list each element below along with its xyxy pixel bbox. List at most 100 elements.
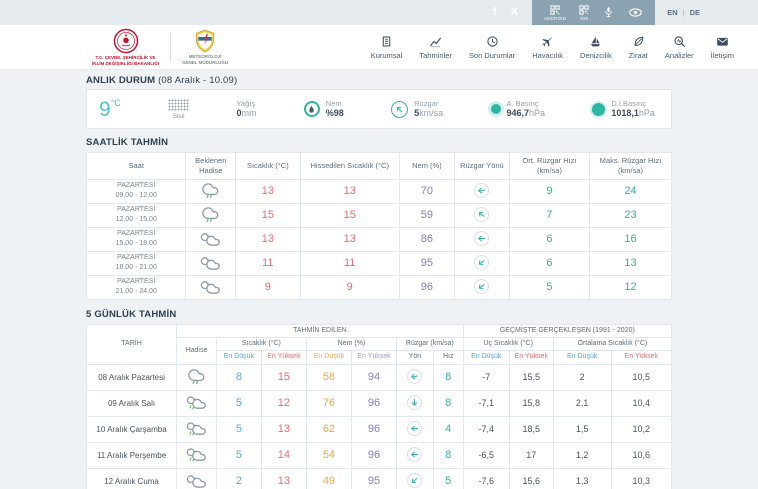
android-app-label: ANDROID — [544, 15, 567, 21]
facebook-icon[interactable]: f — [493, 6, 497, 18]
hourly-max-wind: 24 — [589, 178, 672, 204]
hourly-avg-wind: 6 — [508, 250, 591, 276]
daily-row: 12 Aralık Cuma 2 13 49 95 5 -7,6 15,6 1,… — [85, 467, 673, 489]
wind-direction-icon — [474, 255, 490, 270]
group-ruzgar: Rüzgar (km/sa) — [395, 336, 464, 352]
daily-avg-min: 2 — [552, 363, 612, 391]
nav-denizcilik[interactable]: Denizcilik — [580, 35, 612, 60]
hourly-temperature: 15 — [235, 202, 301, 228]
current-temperature: 9°C — [99, 97, 121, 121]
daily-humidity-min: 76 — [305, 389, 352, 417]
wind-direction-icon — [407, 395, 423, 411]
daily-avg-max: 10,3 — [610, 467, 673, 489]
nav-havacilik[interactable]: Havacılık — [532, 35, 563, 60]
col-ort-ruzgar: Ort. Rüzgar Hızı (km/sa) — [508, 152, 591, 180]
voice-assistant-button[interactable] — [602, 6, 615, 19]
daily-temp-min: 5 — [215, 441, 262, 469]
ios-app-label: IOS — [580, 15, 589, 21]
lang-en[interactable]: EN — [667, 8, 678, 17]
col-ruzgar-yonu: Rüzgar Yönü — [453, 152, 510, 180]
ministry-logo[interactable]: T.C. ÇEVRE, ŞEHİRCİLİK VE İKLİM DEĞİŞİKL… — [92, 28, 159, 66]
daily-extreme-min: -7,6 — [462, 467, 510, 489]
col-wind-dir: Yön — [395, 350, 434, 365]
col-tarih: TARİH — [85, 323, 178, 365]
daily-row: 10 Aralık Çarşamba 5 13 62 96 4 -7,4 18,… — [85, 415, 673, 443]
current-section-datetime: (08 Aralık - 10.09) — [158, 75, 238, 86]
nav-label: İletişim — [710, 50, 734, 60]
sealevel-dot-icon — [592, 102, 606, 116]
nav-tahminler[interactable]: Tahminler — [419, 35, 452, 60]
daily-header-row-1: TARİH TAHMİN EDİLEN GEÇMİŞTE GERÇEKLEŞEN… — [85, 323, 673, 365]
hourly-temperature: 13 — [235, 226, 301, 252]
language-switcher: EN | DE — [667, 8, 700, 17]
fog-icon — [168, 98, 190, 111]
mgm-logo[interactable]: METEOROLOJİ GENEL MÜDÜRLÜĞÜ — [182, 29, 228, 65]
temperature-unit: °C — [110, 97, 121, 108]
hourly-max-wind: 23 — [589, 202, 672, 228]
daily-section-title: 5 GÜNLÜK TAHMİN — [86, 308, 177, 320]
hourly-humidity: 86 — [398, 226, 455, 252]
daily-date: 09 Aralık Salı — [85, 389, 178, 417]
weather-icon — [198, 253, 223, 273]
col-ext-min: En Düşük — [462, 350, 510, 365]
daily-extreme-max: 18,5 — [508, 415, 554, 443]
weather-icon — [184, 393, 209, 413]
wind-direction-icon — [407, 369, 423, 385]
hourly-day: PAZARTESİ — [117, 254, 156, 262]
wind-label: Rüzgar — [414, 98, 439, 108]
weather-icon — [184, 367, 209, 387]
weather-icon — [184, 445, 209, 465]
pressure-dot-icon — [490, 104, 501, 114]
daily-row: 11 Aralık Perşembe 5 14 54 96 8 -6,5 17 … — [85, 441, 673, 469]
main-nav: Kurumsal Tahminler Son Durumlar Havacılı… — [371, 35, 734, 60]
nav-label: Tahminler — [419, 50, 452, 60]
hourly-max-wind: 16 — [589, 226, 672, 252]
nav-son-durumlar[interactable]: Son Durumlar — [469, 35, 515, 60]
weather-icon — [184, 471, 209, 489]
nav-ziraat[interactable]: Ziraat — [629, 35, 648, 60]
humidity-value: %98 — [325, 108, 344, 119]
nav-analizler[interactable]: Analizler — [665, 35, 694, 60]
daily-date: 11 Aralık Perşembe — [85, 441, 178, 469]
daily-avg-min: 1,3 — [552, 467, 612, 489]
nav-label: Analizler — [664, 50, 694, 60]
logo-group: T.C. ÇEVRE, ŞEHİRCİLİK VE İKLİM DEĞİŞİKL… — [92, 28, 228, 66]
pressure-label: A. Basınç — [506, 98, 539, 108]
group-nem: Nem (%) — [305, 336, 397, 352]
col-ext-max: En Yüksek — [508, 350, 554, 365]
current-condition: Sisli — [168, 98, 190, 120]
eye-icon — [628, 7, 643, 18]
daily-temp-max: 15 — [260, 363, 307, 391]
android-app-button[interactable]: ANDROID — [544, 5, 566, 21]
daily-humidity-max: 96 — [350, 415, 397, 443]
nav-kurumsal[interactable]: Kurumsal — [370, 35, 403, 60]
hourly-section-title: SAATLİK TAHMİN — [86, 137, 169, 148]
nav-iletisim[interactable]: İletişim — [711, 35, 734, 60]
hourly-table-body: PAZARTESİ 09.00 - 12.00 13 13 70 9 24 PA… — [85, 178, 672, 300]
hourly-feels-like: 15 — [299, 202, 400, 228]
pressure-value: 946,7hPa — [506, 108, 546, 119]
daily-temp-min: 2 — [215, 467, 262, 489]
nav-label: Kurumsal — [370, 50, 403, 60]
site-header: T.C. ÇEVRE, ŞEHİRCİLİK VE İKLİM DEĞİŞİKL… — [0, 25, 758, 70]
precip-label: Yağış — [236, 98, 256, 108]
col-avg-min: En Düşük — [552, 350, 612, 365]
col-saat: Saat — [85, 152, 187, 180]
group-tahmin-edilen: TAHMİN EDİLEN — [176, 323, 464, 338]
hourly-avg-wind: 7 — [508, 202, 591, 228]
hourly-row: PAZARTESİ 15.00 - 18.00 13 13 86 6 16 — [85, 226, 672, 252]
daily-wind-speed: 8 — [432, 389, 464, 417]
accessibility-button[interactable] — [628, 7, 643, 18]
app-icon-panel: ANDROID IOS — [532, 0, 656, 25]
top-bar: f X ANDROID IOS EN | DE — [0, 0, 758, 25]
x-twitter-icon[interactable]: X — [510, 6, 519, 18]
lang-de[interactable]: DE — [689, 8, 700, 17]
daily-humidity-min: 49 — [305, 467, 352, 489]
wind-value: 5km/sa — [414, 108, 444, 119]
nav-icon — [632, 35, 645, 48]
lang-separator: | — [682, 8, 685, 17]
hourly-forecast-table: Saat Beklenen Hadise Sıcaklık (°C) Hisse… — [85, 152, 672, 300]
ios-app-button[interactable]: IOS — [579, 5, 589, 21]
microphone-icon — [602, 6, 615, 19]
logo-divider — [170, 32, 171, 62]
